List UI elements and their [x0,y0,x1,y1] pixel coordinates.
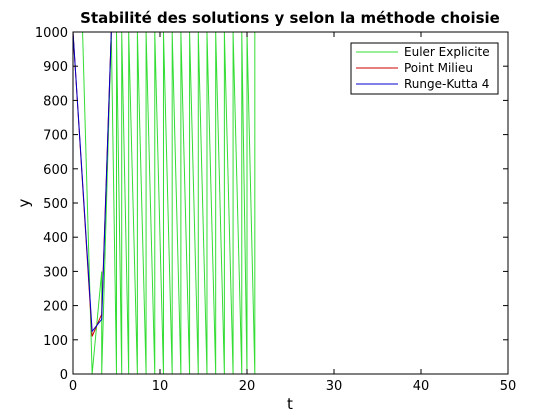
legend-entry-label: Point Milieu [404,61,473,75]
x-tick-label: 20 [239,379,256,394]
x-tick-label: 50 [500,379,517,394]
y-tick-label: 400 [43,231,68,246]
legend-entry-label: Runge-Kutta 4 [404,77,489,91]
x-axis-ticks: 0 10 20 30 40 50 [69,32,516,394]
y-tick-label: 100 [43,334,68,349]
chart-title: Stabilité des solutions y selon la métho… [80,9,500,27]
y-tick-label: 300 [43,265,68,280]
y-tick-label: 600 [43,163,68,178]
y-tick-label: 800 [43,94,68,109]
y-axis-ticks: 0 100 200 300 400 500 600 700 800 900 1000 [35,26,508,383]
x-tick-label: 40 [413,379,430,394]
x-axis-label: t [287,395,293,413]
legend: Euler Explicite Point Milieu Runge-Kutta 4 [350,42,499,95]
series-layer [73,32,256,374]
y-tick-label: 900 [43,60,68,75]
x-tick-label: 30 [326,379,343,394]
series-line-euler-explicite [73,32,256,374]
y-axis-label: y [15,198,33,207]
y-tick-label: 200 [43,300,68,315]
y-tick-label: 1000 [35,26,68,41]
y-tick-label: 700 [43,129,68,144]
legend-entry-label: Euler Explicite [404,45,490,59]
x-tick-label: 10 [152,379,169,394]
y-tick-label: 500 [43,197,68,212]
y-tick-label: 0 [60,368,68,383]
x-tick-label: 0 [69,379,77,394]
series-line-runge-kutta-4 [73,32,112,333]
